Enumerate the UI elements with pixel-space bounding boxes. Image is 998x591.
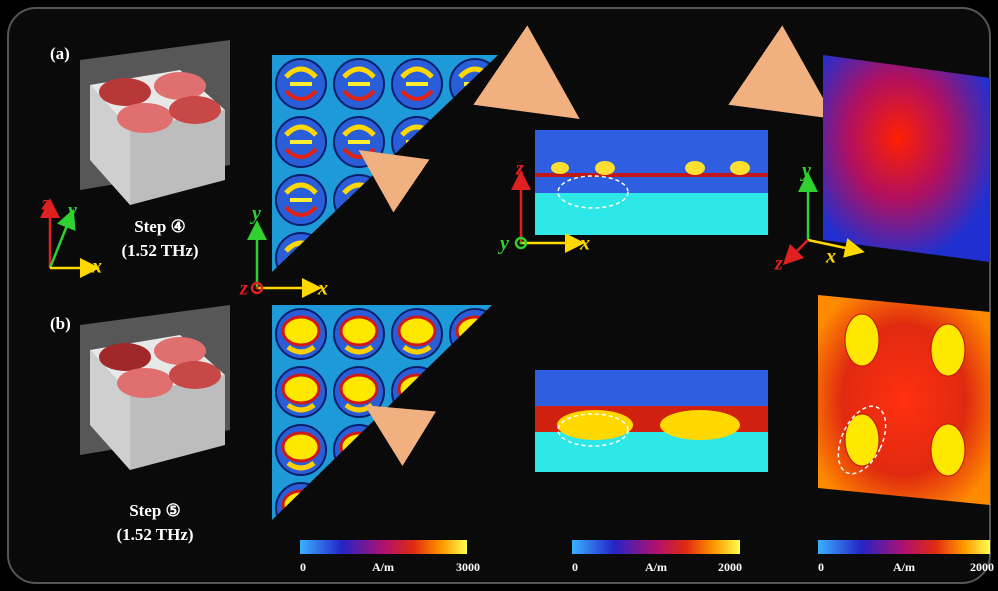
colorbar-min: 0	[818, 560, 824, 574]
colorbar-unit: A/m	[645, 560, 667, 574]
frequency-label: (1.52 THz)	[121, 241, 198, 260]
metasurface-model	[80, 305, 230, 470]
colorbar-max: 2000	[718, 560, 742, 574]
pointer-arrow	[358, 150, 430, 213]
axis-label: z	[774, 253, 783, 275]
panel-label: (a)	[50, 44, 70, 63]
axis-label: z	[515, 158, 524, 180]
colorbar-max: 2000	[970, 560, 994, 574]
axis-label: y	[800, 160, 811, 182]
colorbar-unit: A/m	[893, 560, 915, 574]
metasurface-model	[80, 40, 230, 205]
axis-triad	[782, 172, 865, 266]
axis-triad	[40, 198, 100, 278]
frequency-label: (1.52 THz)	[116, 525, 193, 544]
surface-map	[818, 295, 990, 505]
axis-label: z	[41, 193, 50, 215]
step-arrow	[473, 25, 580, 119]
step-arrow	[728, 25, 835, 119]
colorbar-min: 0	[572, 560, 578, 574]
axis-label: z	[239, 278, 248, 300]
hotspots	[844, 313, 966, 477]
axis-label: y	[498, 233, 509, 255]
axis-label: x	[91, 256, 102, 278]
pointer-arrow	[364, 405, 437, 467]
colorbar-unit: A/m	[372, 560, 394, 574]
step-label: Step ⑤	[129, 501, 181, 520]
highlight	[837, 405, 887, 475]
axis-triad	[247, 220, 322, 298]
colorbar	[300, 540, 467, 554]
surface-map	[823, 55, 990, 262]
colorbar	[572, 540, 740, 554]
step-label: Step ④	[134, 217, 186, 236]
axis-triad	[511, 170, 585, 253]
panel-label: (b)	[50, 314, 71, 333]
colorbar	[818, 540, 990, 554]
axis-label: x	[825, 246, 836, 268]
cross-section	[535, 130, 768, 235]
axis-label: x	[579, 233, 590, 255]
axis-label: y	[66, 200, 77, 222]
axis-label: x	[317, 278, 328, 300]
colorbar-min: 0	[300, 560, 306, 574]
axis-label: y	[250, 203, 261, 225]
colorbar-max: 3000	[456, 560, 480, 574]
cross-section	[535, 370, 768, 472]
